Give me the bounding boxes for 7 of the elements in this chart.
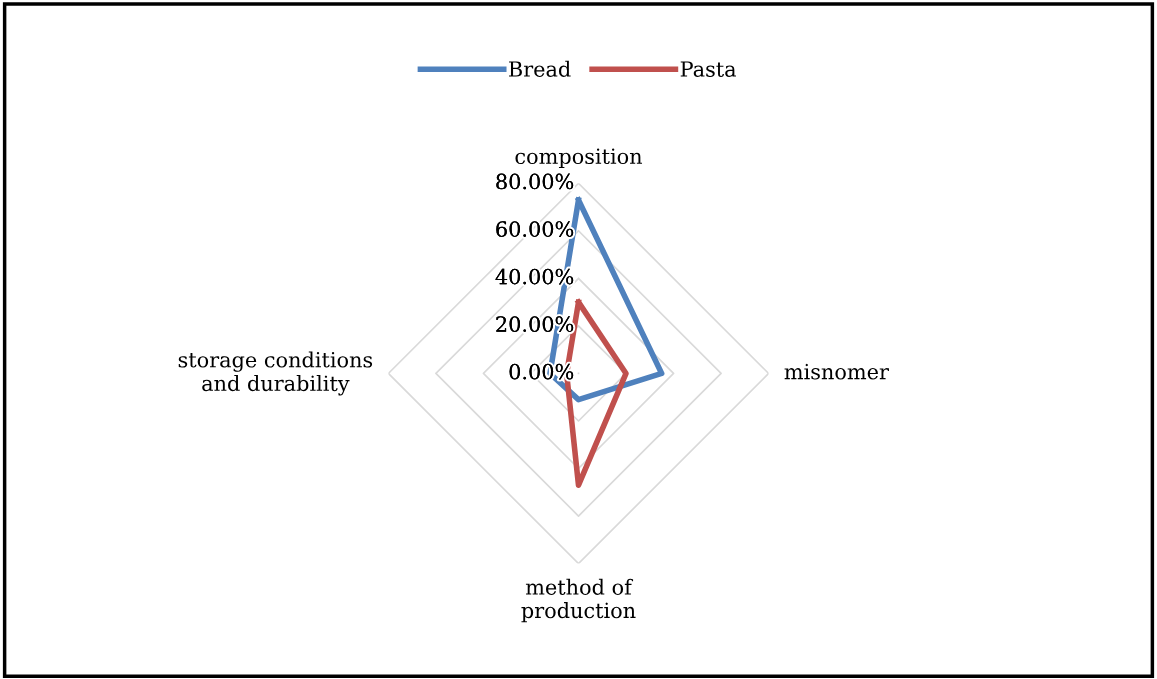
spoke-label: storage conditions and durability xyxy=(178,351,373,396)
y-tick-label: 80.00% xyxy=(496,173,574,190)
legend-label: Bread xyxy=(509,60,571,77)
spoke-label: method of production xyxy=(521,578,636,623)
spoke-label: composition xyxy=(515,148,643,169)
legend-label: Pasta xyxy=(680,61,736,77)
spoke-label: misnomer xyxy=(784,363,889,380)
